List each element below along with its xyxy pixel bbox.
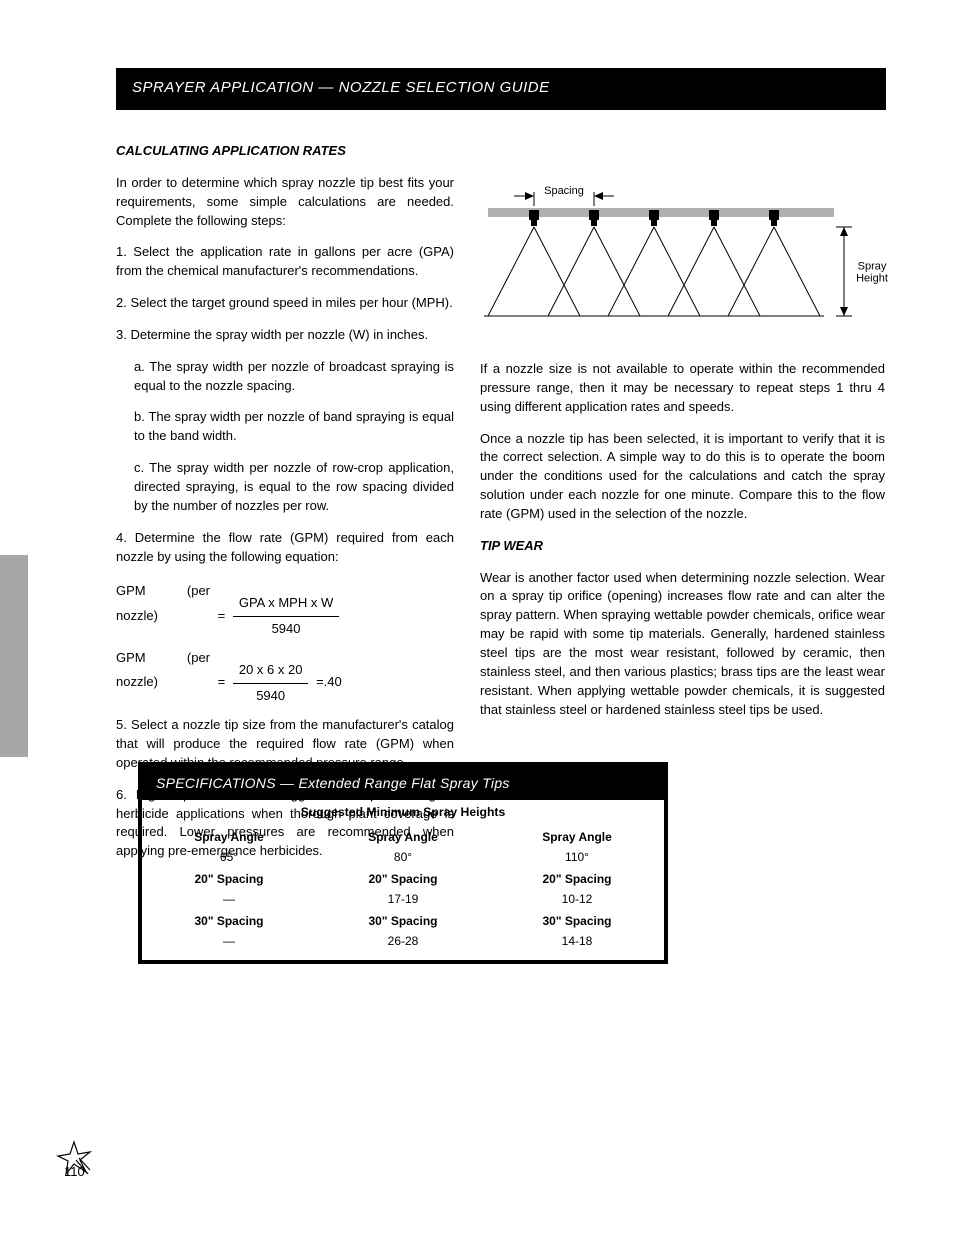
spec-s30-label: 30" Spacing <box>146 912 312 930</box>
formula-eq1: = <box>218 604 226 629</box>
spec-table-cell: Spray Angle 110° 20" Spacing 10-12 30" Spaci… <box>490 822 664 960</box>
spec-angle-label: Spray Angle <box>320 828 486 846</box>
spec-s30-val: — <box>146 932 312 950</box>
spec-table-title: SPECIFICATIONS — Extended Range Flat Spr… <box>138 762 668 800</box>
spec-s30-val: 14-18 <box>494 932 660 950</box>
right-column: If a nozzle size is not available to ope… <box>480 360 885 732</box>
spec-angle-val: 110° <box>494 848 660 866</box>
spec-table-body: Spray Angle65°20" Spacing—30" Spacing—Sp… <box>138 822 668 964</box>
spec-angle-label: Spray Angle <box>494 828 660 846</box>
left-p1: In order to determine which spray nozzle… <box>116 174 454 231</box>
spec-table-cell: Spray Angle 65° 20" Spacing — 30" Spacing — <box>142 822 316 960</box>
spec-table: SPECIFICATIONS — Extended Range Flat Spr… <box>138 762 668 964</box>
left-p4c: c. The spray width per nozzle of row-cro… <box>134 459 454 516</box>
spec-s20-label: 20" Spacing <box>146 870 312 888</box>
spec-s30-label: 30" Spacing <box>320 912 486 930</box>
spec-angle-val: 80° <box>320 848 486 866</box>
spec-s30-label: 30" Spacing <box>494 912 660 930</box>
right-p2: Once a nozzle tip has been selected, it … <box>480 430 885 524</box>
left-p4-final: 4. Determine the flow rate (GPM) require… <box>116 529 454 567</box>
svg-text:Spray: Spray <box>858 261 887 273</box>
right-h1: TIP WEAR <box>480 537 885 556</box>
formula-eq2: = <box>218 670 226 695</box>
formula-den1: 5940 <box>233 617 339 642</box>
formula-label2: GPM (per nozzle) <box>116 646 210 695</box>
spray-diagram-svg: Spacing SprayHeight <box>478 180 888 350</box>
formula-block: GPM (per nozzle) = GPA x MPH x W 5940 GP… <box>116 579 454 708</box>
left-p2: 1. Select the application rate in gallon… <box>116 243 454 281</box>
spec-angle-val: 65° <box>146 848 312 866</box>
spec-s30-val: 26-28 <box>320 932 486 950</box>
spec-s20-val: 10-12 <box>494 890 660 908</box>
side-tab <box>0 555 28 757</box>
formula-label: GPM (per nozzle) <box>116 579 210 628</box>
right-p1: If a nozzle size is not available to ope… <box>480 360 885 417</box>
section-header-bar: SPRAYER APPLICATION — NOZZLE SELECTION G… <box>116 68 886 110</box>
left-p4: 3. Determine the spray width per nozzle … <box>116 326 454 345</box>
left-heading: CALCULATING APPLICATION RATES <box>116 142 454 161</box>
spec-s20-label: 20" Spacing <box>320 870 486 888</box>
spec-table-cell: Spray Angle 80° 20" Spacing 17-19 30" Spacin… <box>316 822 490 960</box>
left-p4a: a. The spray width per nozzle of broadca… <box>134 358 454 396</box>
spec-table-subhead: Suggested Minimum Spray Heights <box>138 800 668 822</box>
formula-den2: 5940 <box>233 684 309 709</box>
page-number: 110 <box>64 1164 85 1179</box>
spec-angle-label: Spray Angle <box>146 828 312 846</box>
left-p3: 2. Select the target ground speed in mil… <box>116 294 454 313</box>
right-p3: Wear is another factor used when determi… <box>480 569 885 720</box>
spec-s20-val: 17-19 <box>320 890 486 908</box>
formula-result: =.40 <box>316 670 342 695</box>
section-header-text: SPRAYER APPLICATION — NOZZLE SELECTION G… <box>132 79 550 96</box>
left-p4b: b. The spray width per nozzle of band sp… <box>134 408 454 446</box>
spray-diagram: Spacing SprayHeight <box>478 180 888 350</box>
svg-text:Spacing: Spacing <box>544 185 584 197</box>
formula-num2: 20 x 6 x 20 <box>233 658 309 684</box>
formula-num1: GPA x MPH x W <box>233 591 339 617</box>
spec-s20-val: — <box>146 890 312 908</box>
spec-s20-label: 20" Spacing <box>494 870 660 888</box>
svg-text:Height: Height <box>856 273 888 285</box>
